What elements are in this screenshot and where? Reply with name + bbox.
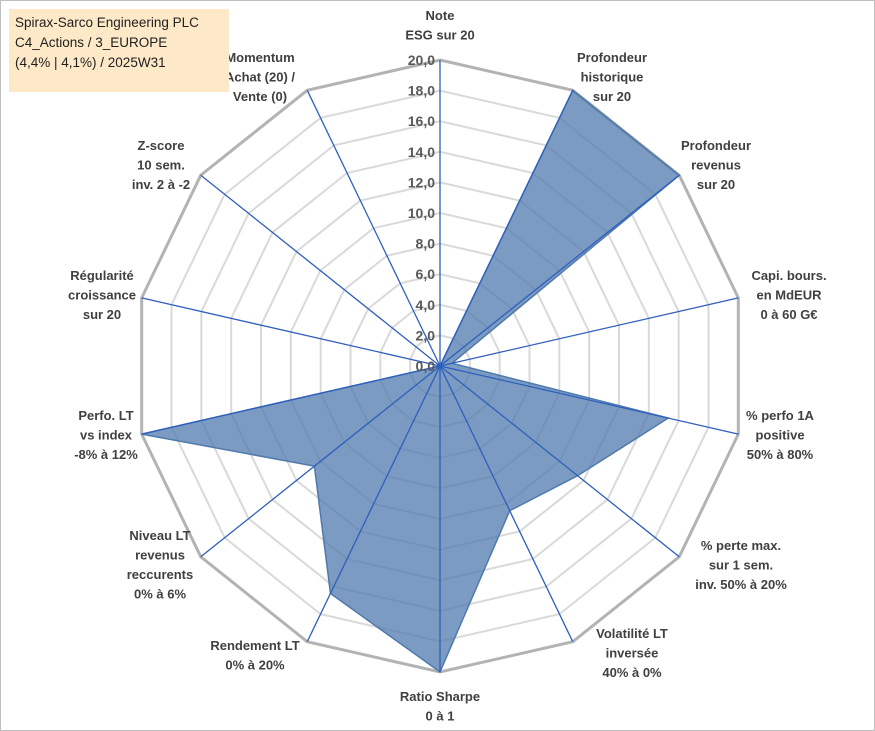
tick-label: 18,0 — [408, 83, 435, 99]
axis-label: Profondeur revenus sur 20 — [681, 138, 751, 192]
axis-spoke — [200, 174, 441, 367]
axis-spoke — [439, 174, 680, 367]
axis-spoke — [141, 365, 441, 435]
axis-label: % perte max. sur 1 sem. inv. 50% à 20% — [695, 538, 787, 592]
axis-spoke — [200, 365, 441, 558]
axis-label: Capi. bours. en MdEUR 0 à 60 G€ — [751, 268, 826, 322]
axis-label: Rendement LT 0% à 20% — [210, 638, 299, 673]
radar-tick-labels: 0,0 2,0 4,0 6,0 8,0 10,0 12,0 14,0 16,0 18,0 20,0 — [408, 52, 435, 374]
tick-label: 4,0 — [416, 297, 436, 313]
tick-label: 6,0 — [416, 266, 436, 282]
axis-label: % perfo 1A positive 50% à 80% — [746, 408, 815, 462]
axis-spoke — [306, 365, 441, 642]
tick-label: 14,0 — [408, 144, 435, 160]
tick-label: 10,0 — [408, 205, 435, 221]
tick-label: 2,0 — [416, 327, 436, 343]
axis-spoke — [439, 365, 574, 642]
tick-label: 0,0 — [416, 358, 436, 374]
title-company: Spirax-Sarco Engineering PLC — [15, 15, 199, 30]
axis-label: Z-score 10 sem. inv. 2 à -2 — [132, 138, 190, 192]
axis-spoke — [439, 365, 739, 435]
axis-label: Niveau LT revenus reccurents 0% à 6% — [127, 528, 193, 602]
tick-label: 8,0 — [416, 236, 436, 252]
axis-label: Ratio Sharpe 0 à 1 — [400, 689, 480, 724]
title-period: (4,4% | 4,1%) / 2025W31 — [15, 55, 166, 70]
axis-spoke — [439, 365, 680, 558]
axis-label: Note ESG sur 20 — [405, 8, 474, 43]
axis-label: Perfo. LT vs index -8% à 12% — [74, 408, 138, 462]
axis-label: Régularité croissance sur 20 — [68, 268, 136, 322]
axis-spoke — [141, 297, 441, 367]
tick-label: 16,0 — [408, 113, 435, 129]
axis-label: Momentum Achat (20) / Vente (0) — [225, 50, 295, 104]
axis-label: Profondeur historique sur 20 — [577, 50, 647, 104]
tick-label: 20,0 — [408, 52, 435, 68]
radar-spokes — [141, 60, 739, 672]
axis-spoke — [306, 90, 441, 367]
axis-spoke — [439, 90, 574, 367]
tick-label: 12,0 — [408, 174, 435, 190]
radar-axis-labels: Note ESG sur 20 Profondeur historique sur 20… — [68, 8, 827, 724]
radar-series — [141, 89, 681, 674]
axis-label: Volatilité LT inversée 40% à 0% — [596, 626, 668, 680]
chart-title-box: Spirax-Sarco Engineering PLC C4_Actions … — [9, 9, 229, 92]
title-category: C4_Actions / 3_EUROPE — [15, 35, 168, 50]
axis-spoke — [439, 297, 739, 367]
series-area — [141, 89, 681, 674]
